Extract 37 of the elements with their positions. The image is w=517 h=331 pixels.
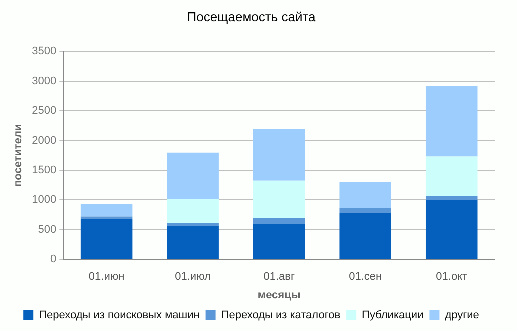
bar: [426, 156, 478, 196]
y-tick-label: 1000: [32, 194, 57, 206]
y-axis-title: посетители: [12, 124, 25, 187]
x-axis-title: месяцы: [258, 289, 301, 302]
bar: [426, 196, 478, 200]
bar: [253, 224, 306, 260]
legend-label: Публикации: [362, 310, 424, 322]
x-tick-label: 01.авг: [264, 271, 295, 284]
y-tick-label: 2000: [32, 134, 57, 147]
bar: [253, 180, 306, 218]
bar: [253, 218, 306, 224]
x-tick-label: 01.июл: [175, 271, 212, 284]
legend-label: другие: [445, 310, 480, 322]
bar: [167, 226, 219, 260]
chart-title: Посещаемость сайта: [187, 9, 317, 24]
x-tick-label: 01.сен: [349, 271, 382, 284]
bar: [80, 219, 133, 260]
bar: [167, 152, 219, 200]
bar: [426, 86, 478, 157]
bar: [340, 208, 392, 214]
y-tick-label: 3500: [32, 46, 57, 58]
legend-label: Переходы из поисковых машин: [39, 310, 200, 322]
legend-label: Переходы из каталогов: [221, 310, 341, 322]
y-tick-label: 500: [38, 224, 57, 236]
bar: [167, 199, 219, 224]
bar: [253, 129, 306, 181]
x-tick-label: 01.окт: [436, 271, 468, 284]
y-tick-label: 0: [50, 254, 57, 266]
bar: [167, 223, 219, 226]
bar: [80, 204, 133, 217]
x-tick-label: 01.июн: [88, 271, 125, 284]
bar: [340, 182, 392, 208]
bar: [426, 200, 478, 260]
bar: [340, 213, 392, 260]
y-tick-label: 3000: [32, 75, 57, 88]
y-tick-label: 2500: [32, 105, 57, 118]
y-tick-label: 1500: [32, 164, 57, 176]
